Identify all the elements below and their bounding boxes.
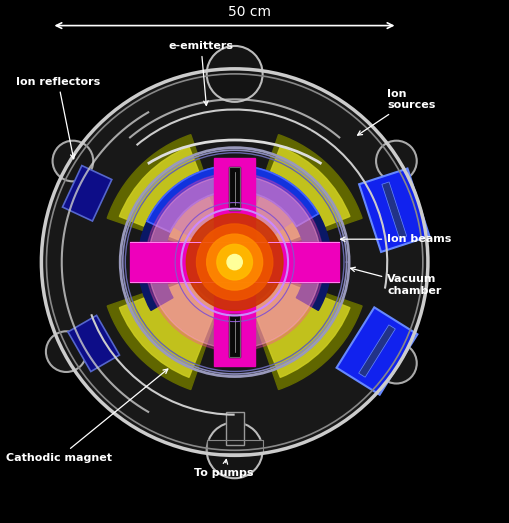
- Circle shape: [375, 141, 416, 181]
- Wedge shape: [296, 214, 331, 311]
- Text: 50 cm: 50 cm: [228, 5, 271, 19]
- Bar: [229, 314, 240, 357]
- Wedge shape: [107, 134, 224, 252]
- Circle shape: [186, 214, 282, 311]
- Wedge shape: [147, 165, 318, 232]
- Circle shape: [206, 234, 262, 290]
- Polygon shape: [381, 182, 406, 238]
- Circle shape: [196, 224, 272, 300]
- Bar: [225, 412, 243, 445]
- Bar: [229, 314, 240, 357]
- Text: e-emitters: e-emitters: [168, 41, 233, 105]
- Text: Ion reflectors: Ion reflectors: [16, 76, 100, 159]
- Wedge shape: [119, 279, 217, 378]
- Bar: [225, 412, 243, 445]
- Bar: [229, 167, 240, 210]
- Text: To pumps: To pumps: [193, 460, 253, 478]
- Bar: [206, 440, 262, 453]
- Text: Cathodic magnet: Cathodic magnet: [6, 369, 167, 463]
- Wedge shape: [234, 176, 320, 262]
- Bar: [229, 167, 240, 210]
- Circle shape: [46, 331, 87, 372]
- Circle shape: [146, 173, 323, 351]
- Polygon shape: [336, 308, 416, 395]
- Circle shape: [52, 141, 93, 181]
- Wedge shape: [148, 176, 234, 262]
- Circle shape: [206, 422, 262, 478]
- Circle shape: [227, 255, 242, 270]
- Polygon shape: [63, 166, 111, 221]
- Wedge shape: [251, 279, 349, 378]
- Wedge shape: [107, 272, 224, 390]
- Wedge shape: [148, 262, 234, 348]
- Polygon shape: [68, 315, 119, 371]
- Wedge shape: [244, 272, 361, 390]
- Circle shape: [216, 244, 252, 280]
- Circle shape: [206, 46, 262, 102]
- Bar: [214, 158, 254, 366]
- Bar: [130, 242, 338, 282]
- Circle shape: [41, 69, 427, 456]
- Circle shape: [375, 343, 416, 383]
- Wedge shape: [138, 221, 173, 311]
- Polygon shape: [358, 325, 394, 377]
- Bar: [206, 440, 262, 453]
- Polygon shape: [358, 168, 429, 252]
- Wedge shape: [234, 262, 320, 348]
- Wedge shape: [251, 147, 349, 245]
- Wedge shape: [119, 147, 217, 245]
- Wedge shape: [173, 191, 292, 243]
- Text: Ion beams: Ion beams: [340, 234, 451, 244]
- Text: Ion
sources: Ion sources: [357, 88, 435, 135]
- Text: Vacuum
chamber: Vacuum chamber: [350, 267, 441, 296]
- Wedge shape: [244, 134, 361, 252]
